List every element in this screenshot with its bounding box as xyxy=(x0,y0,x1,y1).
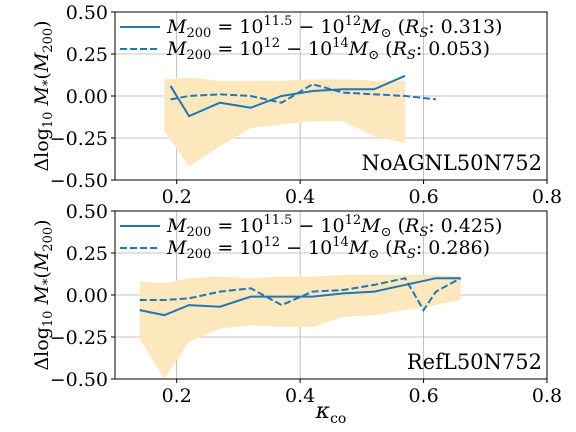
y-tick-label: 0.25 xyxy=(66,243,108,265)
series-line-high-mass xyxy=(139,277,462,313)
panel-label: NoAGNL50N752 xyxy=(362,151,542,175)
legend-label: M200 = 1012 − 1014M⊙ (RS: 0.286) xyxy=(166,235,490,262)
x-tick-label: 0.6 xyxy=(408,186,438,208)
y-tick-label: 0.00 xyxy=(66,285,108,307)
x-tick-labels: 0.2 0.4 0.6 0.8 xyxy=(162,180,562,208)
y-axis-label-bottom: Δlog10 M*(M200) xyxy=(31,219,56,370)
legend: M200 = 1011.5 − 1012M⊙ (RS: 0.313)M200 =… xyxy=(120,14,502,63)
y-tick-labels: −0.50 −0.25 0.00 0.25 0.50 xyxy=(50,201,115,391)
scatter-band xyxy=(164,77,406,167)
panel-noagn: 0.2 0.4 0.6 0.8 −0.50 −0.25 0.00 0.25 0.50 M200… xyxy=(50,2,562,208)
y-tick-label: −0.25 xyxy=(50,327,108,349)
scatter-band xyxy=(139,274,461,379)
y-tick-label: −0.25 xyxy=(50,128,108,150)
x-tick-label: 0.2 xyxy=(162,186,192,208)
x-tick-label: 0.4 xyxy=(285,385,315,407)
y-tick-label: 0.50 xyxy=(66,2,108,24)
y-axis-label-top: Δlog10 M*(M200) xyxy=(31,20,56,171)
series-group xyxy=(169,74,437,118)
legend: M200 = 1011.5 − 1012M⊙ (RS: 0.425)M200 =… xyxy=(120,213,502,262)
series-line-high-mass xyxy=(170,83,437,104)
x-axis-label: κco xyxy=(315,399,347,427)
y-tick-label: 0.25 xyxy=(66,44,108,66)
y-tick-label: −0.50 xyxy=(50,369,108,391)
x-tick-label: 0.4 xyxy=(285,186,315,208)
legend-label: M200 = 1011.5 − 1012M⊙ (RS: 0.313) xyxy=(166,14,502,41)
scatter-band-area xyxy=(139,274,461,379)
x-tick-labels: 0.2 0.4 0.6 0.8 xyxy=(162,379,562,407)
series-line-low-mass xyxy=(139,277,461,317)
panel-ref: 0.2 0.4 0.6 0.8 −0.50 −0.25 0.00 0.25 0.50 M200… xyxy=(50,201,562,407)
x-tick-label: 0.2 xyxy=(162,385,192,407)
legend-label: M200 = 1012 − 1014M⊙ (RS: 0.053) xyxy=(166,36,490,63)
x-tick-label: 0.8 xyxy=(532,385,562,407)
scatter-band-area xyxy=(164,77,406,167)
y-tick-label: 0.00 xyxy=(66,86,108,108)
y-tick-labels: −0.50 −0.25 0.00 0.25 0.50 xyxy=(50,2,115,192)
legend-label: M200 = 1011.5 − 1012M⊙ (RS: 0.425) xyxy=(166,213,502,240)
x-tick-label: 0.8 xyxy=(532,186,562,208)
x-tick-label: 0.6 xyxy=(408,385,438,407)
series-group xyxy=(139,277,462,317)
panel-label: RefL50N752 xyxy=(407,350,542,374)
series-line-low-mass xyxy=(169,74,406,118)
y-tick-label: −0.50 xyxy=(50,170,108,192)
y-tick-label: 0.50 xyxy=(66,201,108,223)
